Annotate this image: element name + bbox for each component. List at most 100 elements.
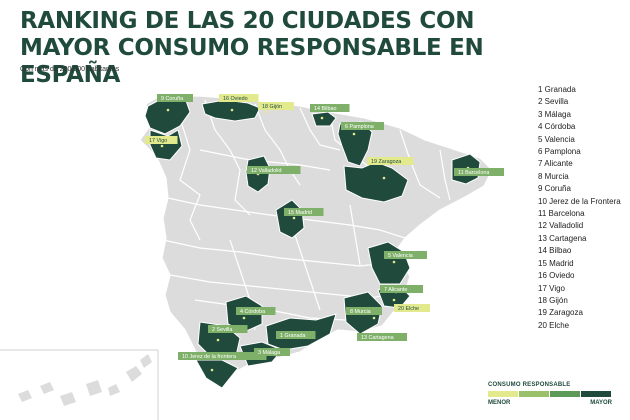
- ranking-item: 6 Pamplona: [538, 147, 581, 157]
- map-label-text: 17 Vigo: [149, 138, 167, 144]
- map-label-box: [208, 325, 248, 333]
- ranking-item: 9 Coruña: [538, 184, 571, 194]
- map-label-text: 5 Valencia: [388, 253, 413, 259]
- map-label-box: [236, 307, 276, 315]
- map-label: 11 Barcelona: [454, 168, 504, 176]
- map-label: 12 Valladolid: [247, 166, 301, 174]
- map-label-box: [346, 307, 382, 315]
- map-label-text: 3 Málaga: [258, 350, 280, 356]
- city-marker: [264, 110, 268, 114]
- ranking-item: 1 Granada: [538, 85, 576, 94]
- map-label: 1 Granada: [276, 331, 316, 339]
- city-marker: [166, 108, 170, 112]
- map-label: 5 Valencia: [384, 251, 427, 259]
- map-label-box: [254, 348, 290, 356]
- legend-swatch: [581, 391, 611, 397]
- ranking-item: 4 Córdoba: [538, 122, 576, 132]
- map-label: 17 Vigo: [145, 136, 178, 144]
- legend-swatch: [519, 391, 549, 397]
- map-label: 13 Cartagena: [357, 333, 407, 341]
- map-label: 4 Córdoba: [236, 307, 276, 315]
- map-label-box: [247, 166, 301, 174]
- map-label-text: 19 Zaragoza: [371, 159, 401, 165]
- city-marker: [392, 298, 396, 302]
- city-marker: [160, 144, 164, 148]
- map-label-text: 15 Madrid: [288, 210, 312, 216]
- map-label-text: 14 Bilbao: [314, 106, 336, 112]
- ranking-item: 11 Barcelona: [538, 209, 585, 219]
- ranking-item: 12 Valladolid: [538, 221, 584, 231]
- map-label-box: [178, 352, 267, 360]
- legend-title: CONSUMO RESPONSABLE: [488, 382, 571, 388]
- map-label-box: [145, 136, 178, 144]
- city-marker: [210, 368, 214, 372]
- canary-islands-inset: [0, 349, 159, 420]
- legend-swatch: [488, 391, 518, 397]
- ranking-item: 16 Oviedo: [538, 271, 575, 281]
- subtitle: Con más de 200.000 habitantes: [20, 66, 120, 73]
- map-label-text: 7 Alicante: [384, 287, 407, 293]
- map-label-text: 1 Granada: [280, 333, 305, 339]
- ranking-list: 1 Granada 2 Sevilla 3 Málaga 4 Córdoba 5 Val…: [538, 84, 621, 332]
- map-label-box: [284, 208, 324, 216]
- map-label: 15 Madrid: [284, 208, 324, 216]
- province-bizkaia: [311, 111, 337, 127]
- map-label: 8 Murcia: [346, 307, 382, 315]
- city-marker: [230, 108, 234, 112]
- inset-frame: [0, 349, 159, 420]
- map-label: 9 Coruña: [157, 94, 193, 102]
- ranking-item: 8 Murcia: [538, 171, 569, 181]
- legend-scale: [488, 391, 612, 397]
- map-label-box: [394, 304, 430, 312]
- city-marker: [242, 316, 246, 320]
- map-label: 14 Bilbao: [310, 104, 350, 112]
- map-label: 7 Alicante: [380, 285, 423, 293]
- map-label: 3 Málaga: [254, 348, 290, 356]
- ranking-item: 20 Elche: [538, 320, 570, 330]
- ranking-item: 7 Alicante: [538, 159, 573, 169]
- ranking-item: 14 Bilbao: [538, 246, 572, 256]
- map-label-box: [357, 333, 407, 341]
- ranking-item: 19 Zaragoza: [538, 308, 583, 318]
- ranking-item: 17 Vigo: [538, 283, 565, 293]
- legend-min-label: MENOR: [488, 400, 511, 406]
- city-marker: [392, 260, 396, 264]
- map-label-box: [157, 94, 193, 102]
- map-label-box: [310, 104, 350, 112]
- map-label: 2 Sevilla: [208, 325, 248, 333]
- legend: CONSUMO RESPONSABLE MENOR MAYOR: [488, 382, 612, 406]
- map-label-box: [454, 168, 504, 176]
- city-marker: [292, 216, 296, 220]
- map-label: 10 Jerez de la frontera: [178, 352, 267, 360]
- city-marker: [382, 176, 386, 180]
- legend-max-label: MAYOR: [590, 400, 612, 406]
- city-marker: [216, 338, 220, 342]
- map-label-box: [367, 157, 414, 165]
- ranking-item: 10 Jerez de la Frontera: [538, 196, 621, 206]
- map-label-box: [341, 122, 384, 130]
- city-marker: [352, 132, 356, 136]
- map-label-text: 9 Coruña: [161, 96, 183, 102]
- map-label: 18 Gijón: [258, 102, 294, 110]
- map-label: 19 Zaragoza: [367, 157, 414, 165]
- city-marker: [372, 316, 376, 320]
- map-label-text: 11 Barcelona: [458, 170, 489, 176]
- map-label-text: 6 Pamplona: [345, 124, 374, 130]
- map-label: 16 Oviedo: [219, 94, 259, 102]
- ranking-item: 3 Málaga: [538, 109, 571, 119]
- map-label: 6 Pamplona: [341, 122, 384, 130]
- map-label-box: [219, 94, 259, 102]
- map-label-text: 18 Gijón: [262, 104, 282, 110]
- map-label-text: 8 Murcia: [350, 309, 371, 315]
- ranking-item: 2 Sevilla: [538, 97, 569, 107]
- map-label-box: [276, 331, 316, 339]
- city-marker: [320, 116, 324, 120]
- map-label-text: 2 Sevilla: [212, 327, 232, 333]
- map-label-text: 13 Cartagena: [361, 335, 394, 341]
- map-labels: 9 Coruña 16 Oviedo 18 Gijón 14 Bilbao 6 Pamp…: [145, 94, 504, 360]
- map-label-text: 10 Jerez de la frontera: [182, 354, 236, 360]
- map-label-text: 4 Córdoba: [240, 309, 265, 315]
- map-label-box: [258, 102, 294, 110]
- map-label-text: 16 Oviedo: [223, 96, 248, 102]
